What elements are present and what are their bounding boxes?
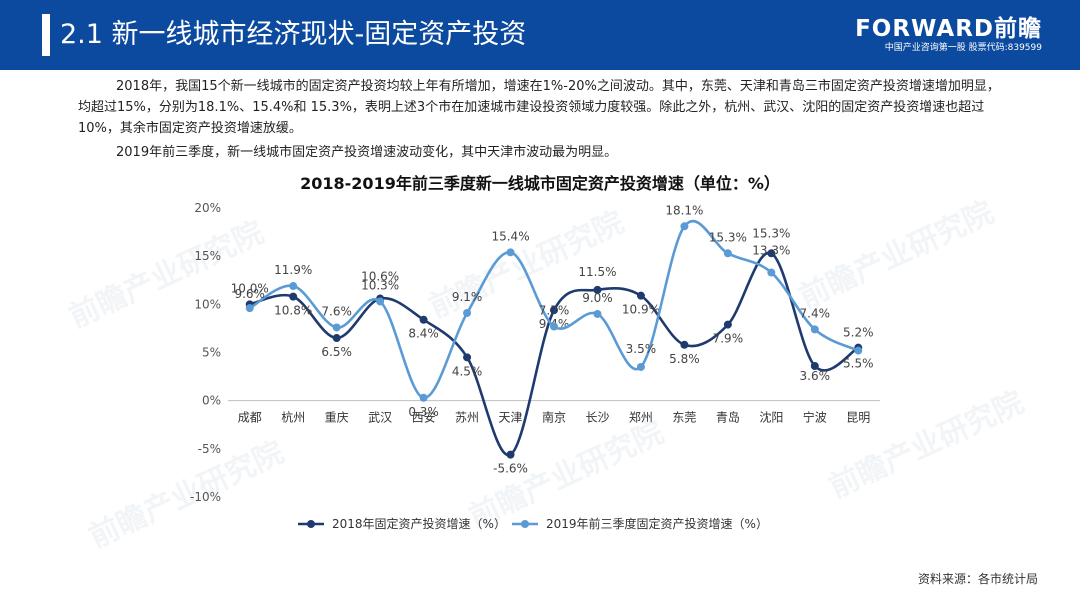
data-point [550, 322, 558, 331]
x-tick-label: 郑州 [629, 410, 653, 425]
header-banner: 2.1 新一线城市经济现状-固定资产投资 FORWARD前瞻 中国产业咨询第一股… [0, 0, 1080, 70]
data-point [680, 222, 689, 231]
x-tick-label: 武汉 [368, 411, 392, 425]
data-label: 11.9% [274, 263, 312, 277]
data-label: 8.4% [408, 327, 439, 341]
data-label: 11.5% [578, 265, 616, 279]
x-tick-label: 南京 [542, 410, 566, 425]
data-point [463, 353, 472, 362]
data-label: 5.5% [843, 357, 874, 371]
data-label: 3.5% [626, 342, 657, 356]
x-tick-label: 青岛 [716, 410, 740, 425]
data-label: 15.3% [752, 226, 790, 240]
data-point [593, 285, 602, 294]
legend-label: 2019年前三季度固定资产投资增速（%） [546, 516, 768, 531]
data-point [854, 346, 863, 355]
data-label: 10.8% [274, 304, 312, 318]
intro-paragraph-1: 2018年，我国15个新一线城市的固定资产投资均较上年有所增加，增速在1%-20… [78, 79, 1000, 136]
data-label: 15.3% [709, 230, 747, 244]
data-point [506, 248, 515, 257]
x-tick-label: 沈阳 [759, 410, 783, 425]
x-tick-label: 重庆 [325, 411, 349, 425]
y-tick-label: 10% [194, 297, 221, 311]
data-point [636, 362, 645, 371]
data-point [506, 450, 515, 459]
source-note: 资料来源：各市统计局 [917, 572, 1038, 586]
page-title: 2.1 新一线城市经济现状-固定资产投资 [60, 19, 527, 50]
data-point [810, 325, 819, 334]
data-label: 10.9% [622, 303, 660, 317]
intro-paragraph-2: 2019年前三季度，新一线城市固定资产投资增速波动变化，其中天津市波动最为明显。 [116, 145, 618, 160]
data-point [419, 393, 428, 402]
legend-marker [521, 520, 529, 528]
x-tick-label: 成都 [238, 411, 262, 425]
y-tick-label: 0% [202, 394, 221, 408]
x-tick-label: 苏州 [455, 411, 479, 425]
data-point [289, 282, 298, 291]
data-point [332, 334, 341, 343]
data-label: 7.7% [539, 303, 570, 317]
x-tick-label: 天津 [499, 411, 523, 425]
data-label: 9.6% [234, 287, 265, 301]
data-label: 10.0% [231, 281, 269, 295]
data-point [723, 249, 732, 258]
data-point [419, 315, 428, 324]
data-point [767, 268, 776, 277]
data-point [723, 320, 732, 329]
data-point [245, 304, 254, 313]
x-tick-label: 宁波 [803, 410, 827, 425]
chart-title: 2018-2019年前三季度新一线城市固定资产投资增速（单位：%） [300, 174, 780, 193]
data-label: 7.6% [321, 304, 352, 318]
data-point [289, 292, 298, 301]
data-label: 7.4% [800, 306, 831, 320]
data-label: 0.3% [408, 405, 439, 419]
brand-name: FORWARD前瞻 [855, 16, 1042, 42]
data-label: 15.4% [491, 229, 529, 243]
brand-tagline: 中国产业咨询第一股 股票代码:839599 [884, 43, 1042, 53]
x-tick-label: 昆明 [846, 411, 870, 425]
data-label: -5.6% [493, 462, 528, 476]
y-tick-label: 20% [194, 201, 221, 215]
header-accent-bar [42, 14, 50, 56]
data-point [767, 249, 776, 258]
y-tick-label: -10% [190, 490, 221, 504]
data-point [550, 306, 558, 315]
y-tick-label: 15% [194, 249, 221, 263]
data-label: 6.5% [321, 345, 352, 359]
x-tick-label: 杭州 [281, 410, 305, 425]
data-label: 3.6% [800, 369, 831, 383]
data-point [463, 309, 472, 318]
legend-label: 2018年固定资产投资增速（%） [332, 516, 506, 531]
x-tick-label: 东莞 [672, 411, 696, 425]
data-label: 4.5% [452, 364, 483, 378]
brand-logo: FORWARD前瞻 中国产业咨询第一股 股票代码:839599 [855, 16, 1042, 54]
data-point [680, 340, 689, 349]
data-point [636, 291, 645, 300]
data-label: 9.1% [452, 290, 483, 304]
data-point [810, 361, 819, 370]
data-point [332, 323, 341, 332]
data-label: 10.3% [361, 278, 399, 292]
data-label: 9.0% [582, 291, 613, 305]
x-tick-label: 长沙 [585, 411, 609, 425]
x-tick-label: 西安 [412, 410, 436, 425]
legend-marker [307, 520, 315, 528]
y-tick-label: 5% [202, 346, 221, 360]
y-tick-label: -5% [198, 442, 221, 456]
data-point [376, 297, 385, 306]
data-label: 10.6% [361, 270, 399, 284]
data-label: 7.9% [713, 332, 744, 346]
data-point [593, 309, 602, 318]
data-label: 18.1% [665, 203, 703, 217]
data-label: 13.3% [752, 244, 790, 258]
data-label: 5.8% [669, 352, 700, 366]
data-label: 5.2% [843, 326, 874, 340]
